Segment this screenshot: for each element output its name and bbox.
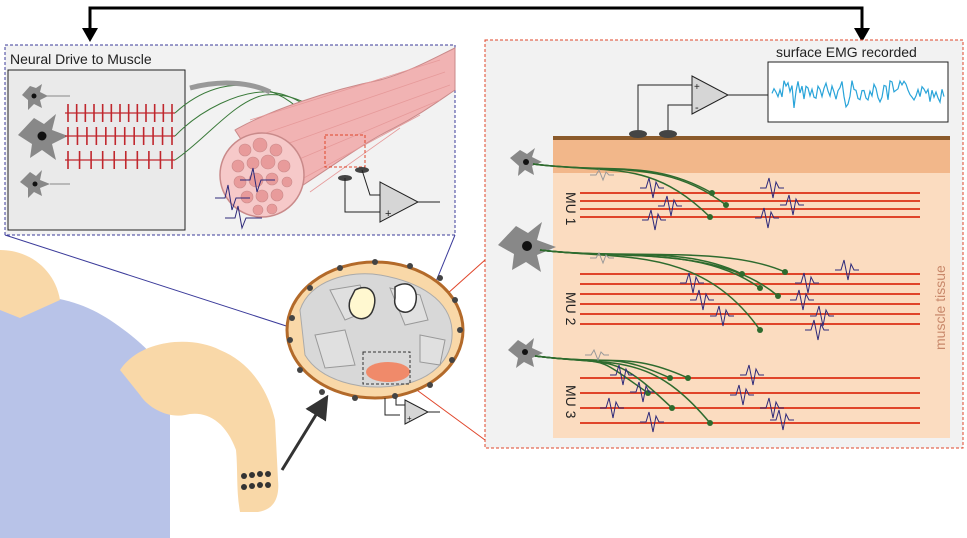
muap-waveforms — [585, 168, 859, 433]
section-amplifier: + — [384, 398, 440, 425]
motor-endplate — [707, 214, 713, 220]
shirt — [0, 296, 170, 538]
person-illustration — [0, 250, 329, 538]
muap — [658, 195, 682, 217]
muap — [610, 364, 634, 386]
axon-branch — [534, 355, 649, 394]
mu1-label: MU 1 — [563, 192, 579, 226]
mu3-label: MU 3 — [563, 385, 579, 419]
muscle-body — [219, 47, 456, 218]
muap — [730, 384, 754, 406]
muap — [690, 289, 714, 311]
arm-cross-section: + — [285, 259, 465, 425]
muap — [755, 207, 779, 229]
svg-text:+: + — [694, 82, 700, 93]
axon-branch — [532, 163, 711, 218]
muap — [760, 177, 784, 199]
muap — [590, 168, 614, 182]
muap — [680, 272, 704, 294]
muap — [835, 259, 859, 281]
muap — [790, 289, 814, 311]
muap — [810, 305, 834, 327]
muap — [640, 411, 664, 433]
muap — [600, 397, 624, 419]
surface-electrodes — [629, 130, 677, 138]
neck — [0, 250, 60, 318]
motor-endplate — [685, 375, 691, 381]
emg-panel: muscle tissue + - surface EMG recorded — [484, 39, 964, 449]
axon-branch — [539, 249, 786, 273]
neuron-2 — [18, 114, 68, 160]
zoom-region — [324, 134, 366, 168]
emg-amplifier: + - — [637, 75, 768, 130]
muap — [760, 397, 784, 419]
muap — [770, 409, 794, 431]
motor-endplate — [782, 269, 788, 275]
muap — [640, 177, 664, 199]
mu2-label: MU 2 — [563, 292, 579, 326]
motor-endplate — [775, 293, 781, 299]
muap — [780, 194, 804, 216]
shoulder-arm — [120, 341, 279, 512]
muscle-fibers — [580, 192, 920, 424]
mu2-neuron — [498, 222, 556, 272]
motor-axons — [532, 163, 788, 426]
motor-endplate — [669, 405, 675, 411]
motor-endplate — [757, 327, 763, 333]
emg-trace — [771, 79, 945, 109]
muscle-tissue-label: muscle tissue — [932, 265, 948, 350]
muap — [585, 348, 609, 362]
muap — [740, 364, 764, 386]
skin-layer — [553, 137, 950, 173]
neural-drive-panel: Neural Drive to Muscle — [4, 44, 456, 236]
svg-text:-: - — [695, 102, 699, 114]
surface-emg-title: surface EMG recorded — [776, 44, 917, 60]
arm-to-section-arrow — [280, 394, 329, 471]
muscle-tissue-layer — [553, 173, 950, 438]
motor-endplate — [757, 285, 763, 291]
svg-text:+: + — [385, 208, 391, 220]
svg-text:+: + — [407, 414, 412, 423]
mu1-neuron — [510, 148, 542, 176]
neuron-3 — [20, 170, 50, 198]
muap — [805, 319, 829, 341]
muap — [630, 381, 654, 403]
neural-drive-title: Neural Drive to Muscle — [10, 51, 152, 67]
motor-endplate — [667, 375, 673, 381]
motor-endplate — [723, 202, 729, 208]
bracelet-electrodes — [241, 471, 271, 490]
motor-endplate — [707, 420, 713, 426]
target-muscle — [366, 362, 410, 382]
neural-panel-amplifier: + — [344, 169, 440, 223]
muap — [710, 305, 734, 327]
emg-signal-box — [767, 61, 949, 123]
upper-arm-shirt — [0, 320, 40, 420]
neuron-1 — [22, 84, 48, 110]
mu3-neuron — [508, 338, 543, 368]
muap — [590, 251, 614, 265]
top-link-arrow — [82, 6, 870, 42]
muap — [795, 272, 819, 294]
muap — [642, 209, 666, 231]
